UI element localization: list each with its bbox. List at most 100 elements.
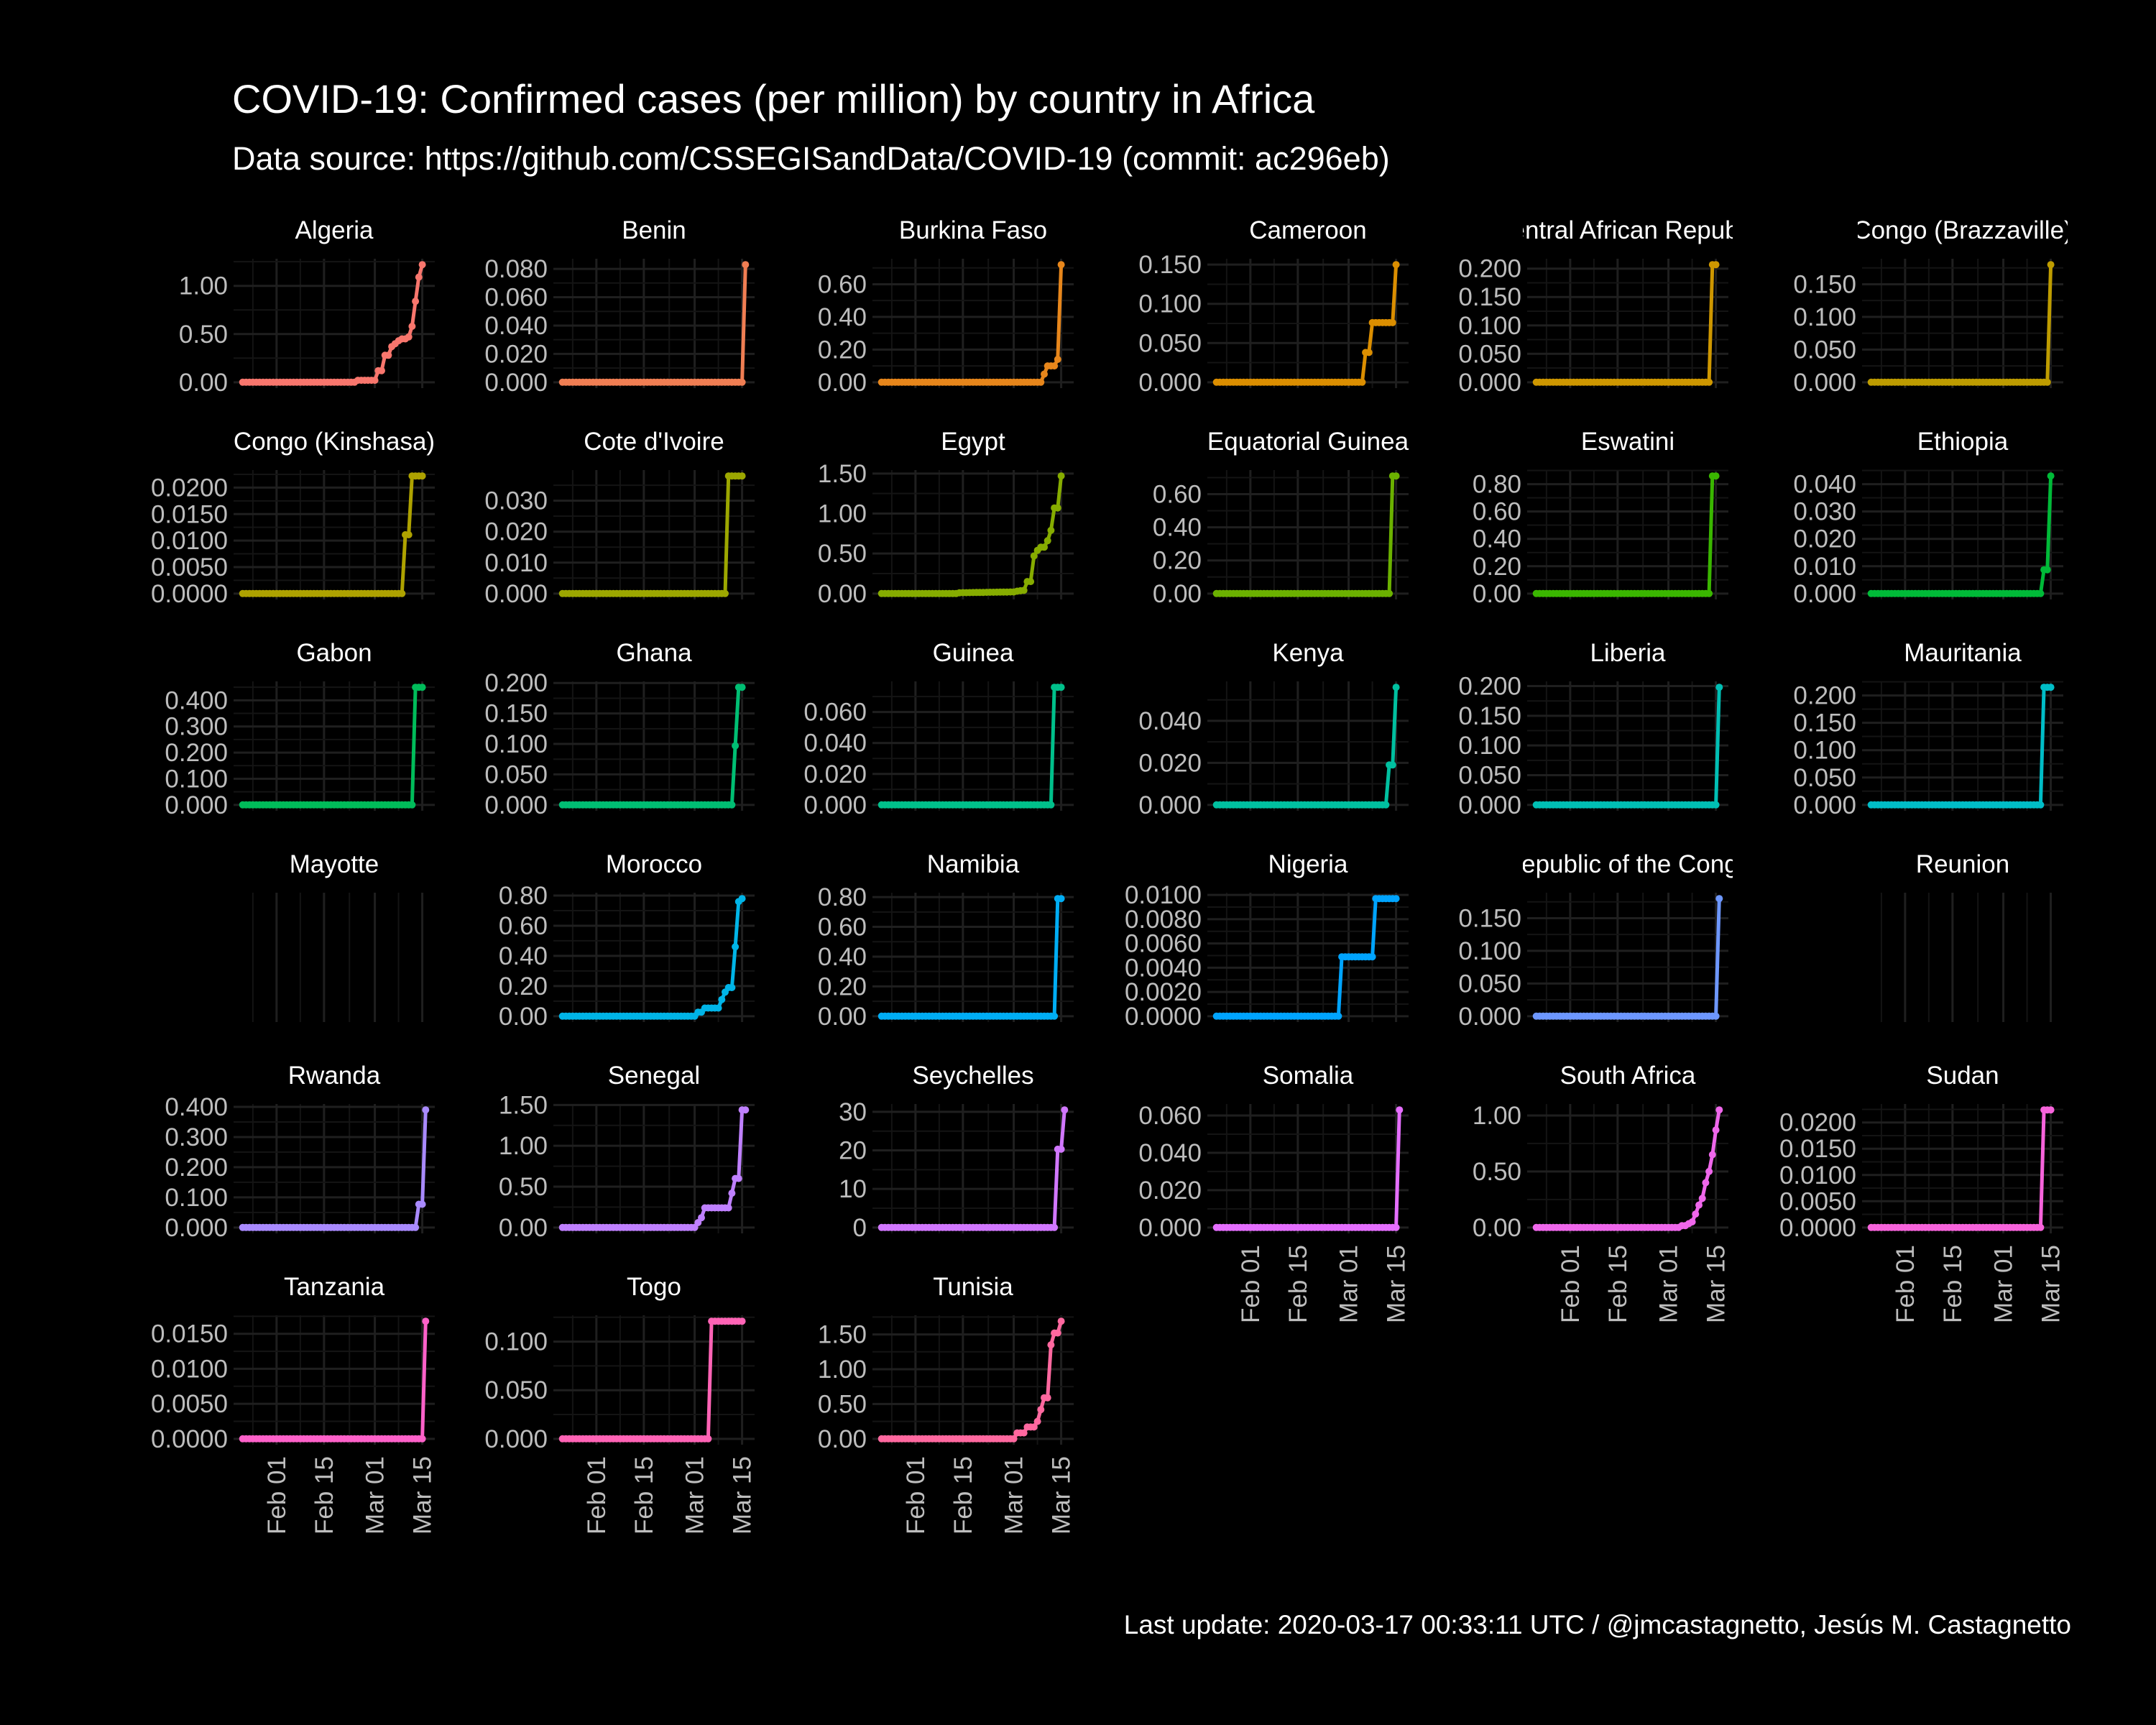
y-tick-label: 0.40 [1473, 525, 1521, 553]
panel-mayotte: Mayotte [252, 850, 424, 1022]
panel-grid [553, 893, 755, 1022]
y-tick-label: 0.000 [1138, 791, 1202, 819]
y-tick-label: 0.0050 [151, 553, 228, 581]
data-point [732, 742, 740, 750]
y-tick-label: 0.150 [484, 700, 548, 728]
y-tick-label: 0.40 [818, 943, 867, 971]
y-tick-label: 0.020 [484, 340, 548, 368]
data-point [418, 684, 426, 691]
panel-senegal: 0.00 0.50 1.00 1.50 Senegal [499, 1062, 755, 1242]
data-point [704, 1435, 712, 1443]
data-point [1392, 684, 1400, 691]
data-point [1057, 472, 1065, 480]
y-tick-label: 0.050 [1793, 764, 1856, 792]
data-point [718, 995, 726, 1003]
y-tick-label: 0.0080 [1125, 906, 1202, 934]
data-point [1715, 684, 1723, 691]
data-point [1715, 895, 1723, 903]
y-tick-label: 0.040 [803, 730, 867, 758]
data-point [714, 1004, 722, 1012]
data-point [412, 1223, 420, 1231]
panel-title: Equatorial Guinea [1207, 428, 1409, 456]
x-tick-label: Feb 15 [949, 1456, 977, 1535]
y-tick-label: 0.400 [165, 686, 228, 714]
data-point [734, 1174, 742, 1182]
panel-title: Congo (Kinshasa) [234, 428, 435, 456]
data-point [1712, 801, 1720, 809]
data-point [728, 1190, 736, 1197]
panel-seychelles: 0 10 20 30 Seychelles [839, 1062, 1074, 1242]
y-tick-label: 0.40 [818, 303, 867, 331]
x-tick-label: Feb 01 [902, 1456, 930, 1535]
panel-grid [234, 259, 435, 388]
panel-grid [1862, 1104, 2063, 1233]
y-tick-label: 0.20 [1153, 547, 1202, 575]
y-tick-label: 0.50 [818, 1390, 867, 1418]
data-point [1030, 552, 1038, 560]
y-tick-label: 0.0150 [151, 500, 228, 528]
y-tick-label: 0.0100 [1125, 881, 1202, 909]
y-tick-label: 0.50 [499, 1173, 548, 1201]
data-point [742, 1106, 750, 1114]
data-point [1712, 472, 1720, 480]
y-tick-label: 20 [839, 1137, 867, 1165]
y-tick-label: 0.200 [1458, 255, 1521, 283]
y-tick-label: 0 [853, 1214, 867, 1242]
y-tick-label: 0.100 [1793, 737, 1856, 765]
data-point [405, 531, 413, 538]
data-point [1057, 261, 1065, 269]
data-point [418, 472, 426, 480]
y-tick-label: 0.80 [1473, 471, 1521, 499]
y-tick-label: 1.50 [818, 1321, 867, 1349]
y-tick-label: 0.100 [484, 1328, 548, 1356]
panel-title: Morocco [606, 850, 702, 878]
panel-tanzania: 0.0000 0.0050 0.0100 0.0150 Tanzania Feb 01 Fe… [151, 1273, 437, 1535]
data-point [1041, 543, 1048, 551]
data-point [1695, 1201, 1703, 1209]
panel-title: Guinea [933, 639, 1014, 667]
data-point [1057, 895, 1065, 903]
y-tick-label: 0.60 [1473, 498, 1521, 526]
y-tick-label: 1.00 [818, 1356, 867, 1384]
x-tick-label: Feb 15 [1939, 1245, 1967, 1323]
y-tick-label: 0.000 [1138, 369, 1202, 397]
y-tick-label: 0.80 [818, 883, 867, 911]
data-point [738, 684, 746, 691]
data-point [1054, 504, 1061, 512]
data-point [1365, 349, 1373, 356]
y-tick-label: 0.0020 [1125, 978, 1202, 1006]
y-tick-label: 0.100 [1138, 290, 1202, 318]
y-tick-label: 0.60 [1153, 481, 1202, 509]
y-tick-label: 0.20 [818, 972, 867, 1000]
data-point [728, 801, 736, 809]
data-point [722, 589, 729, 597]
y-tick-label: 0.20 [499, 972, 548, 1000]
data-point [2037, 589, 2045, 597]
panel-burkina-faso: 0.00 0.20 0.40 0.60 Burkina Faso [818, 216, 1074, 397]
x-tick-label: Mar 01 [681, 1456, 709, 1535]
chart-title: COVID-19: Confirmed cases (per million) … [232, 76, 1315, 121]
panel-title: Liberia [1590, 639, 1666, 667]
y-tick-label: 0.0050 [1779, 1187, 1856, 1215]
y-tick-label: 0.100 [484, 730, 548, 758]
data-point [418, 261, 426, 269]
y-tick-label: 0.060 [803, 699, 867, 727]
y-tick-label: 0.010 [484, 549, 548, 577]
data-point [412, 298, 420, 305]
x-tick-label: Mar 15 [1703, 1245, 1731, 1323]
y-tick-label: 0.300 [165, 713, 228, 741]
data-point [1712, 1012, 1720, 1020]
y-tick-label: 0.0150 [1779, 1135, 1856, 1163]
y-tick-label: 0.040 [1138, 707, 1202, 735]
y-tick-label: 0.050 [1793, 336, 1856, 364]
panel-title: Cameroon [1249, 216, 1366, 244]
y-tick-label: 0.040 [484, 312, 548, 340]
x-tick-label: Mar 01 [1335, 1245, 1363, 1323]
panel-grid [1862, 469, 2063, 599]
data-point [1051, 1223, 1059, 1231]
data-point [698, 1214, 705, 1222]
panel-title: Ghana [616, 639, 692, 667]
x-tick-label: Mar 01 [361, 1456, 390, 1535]
